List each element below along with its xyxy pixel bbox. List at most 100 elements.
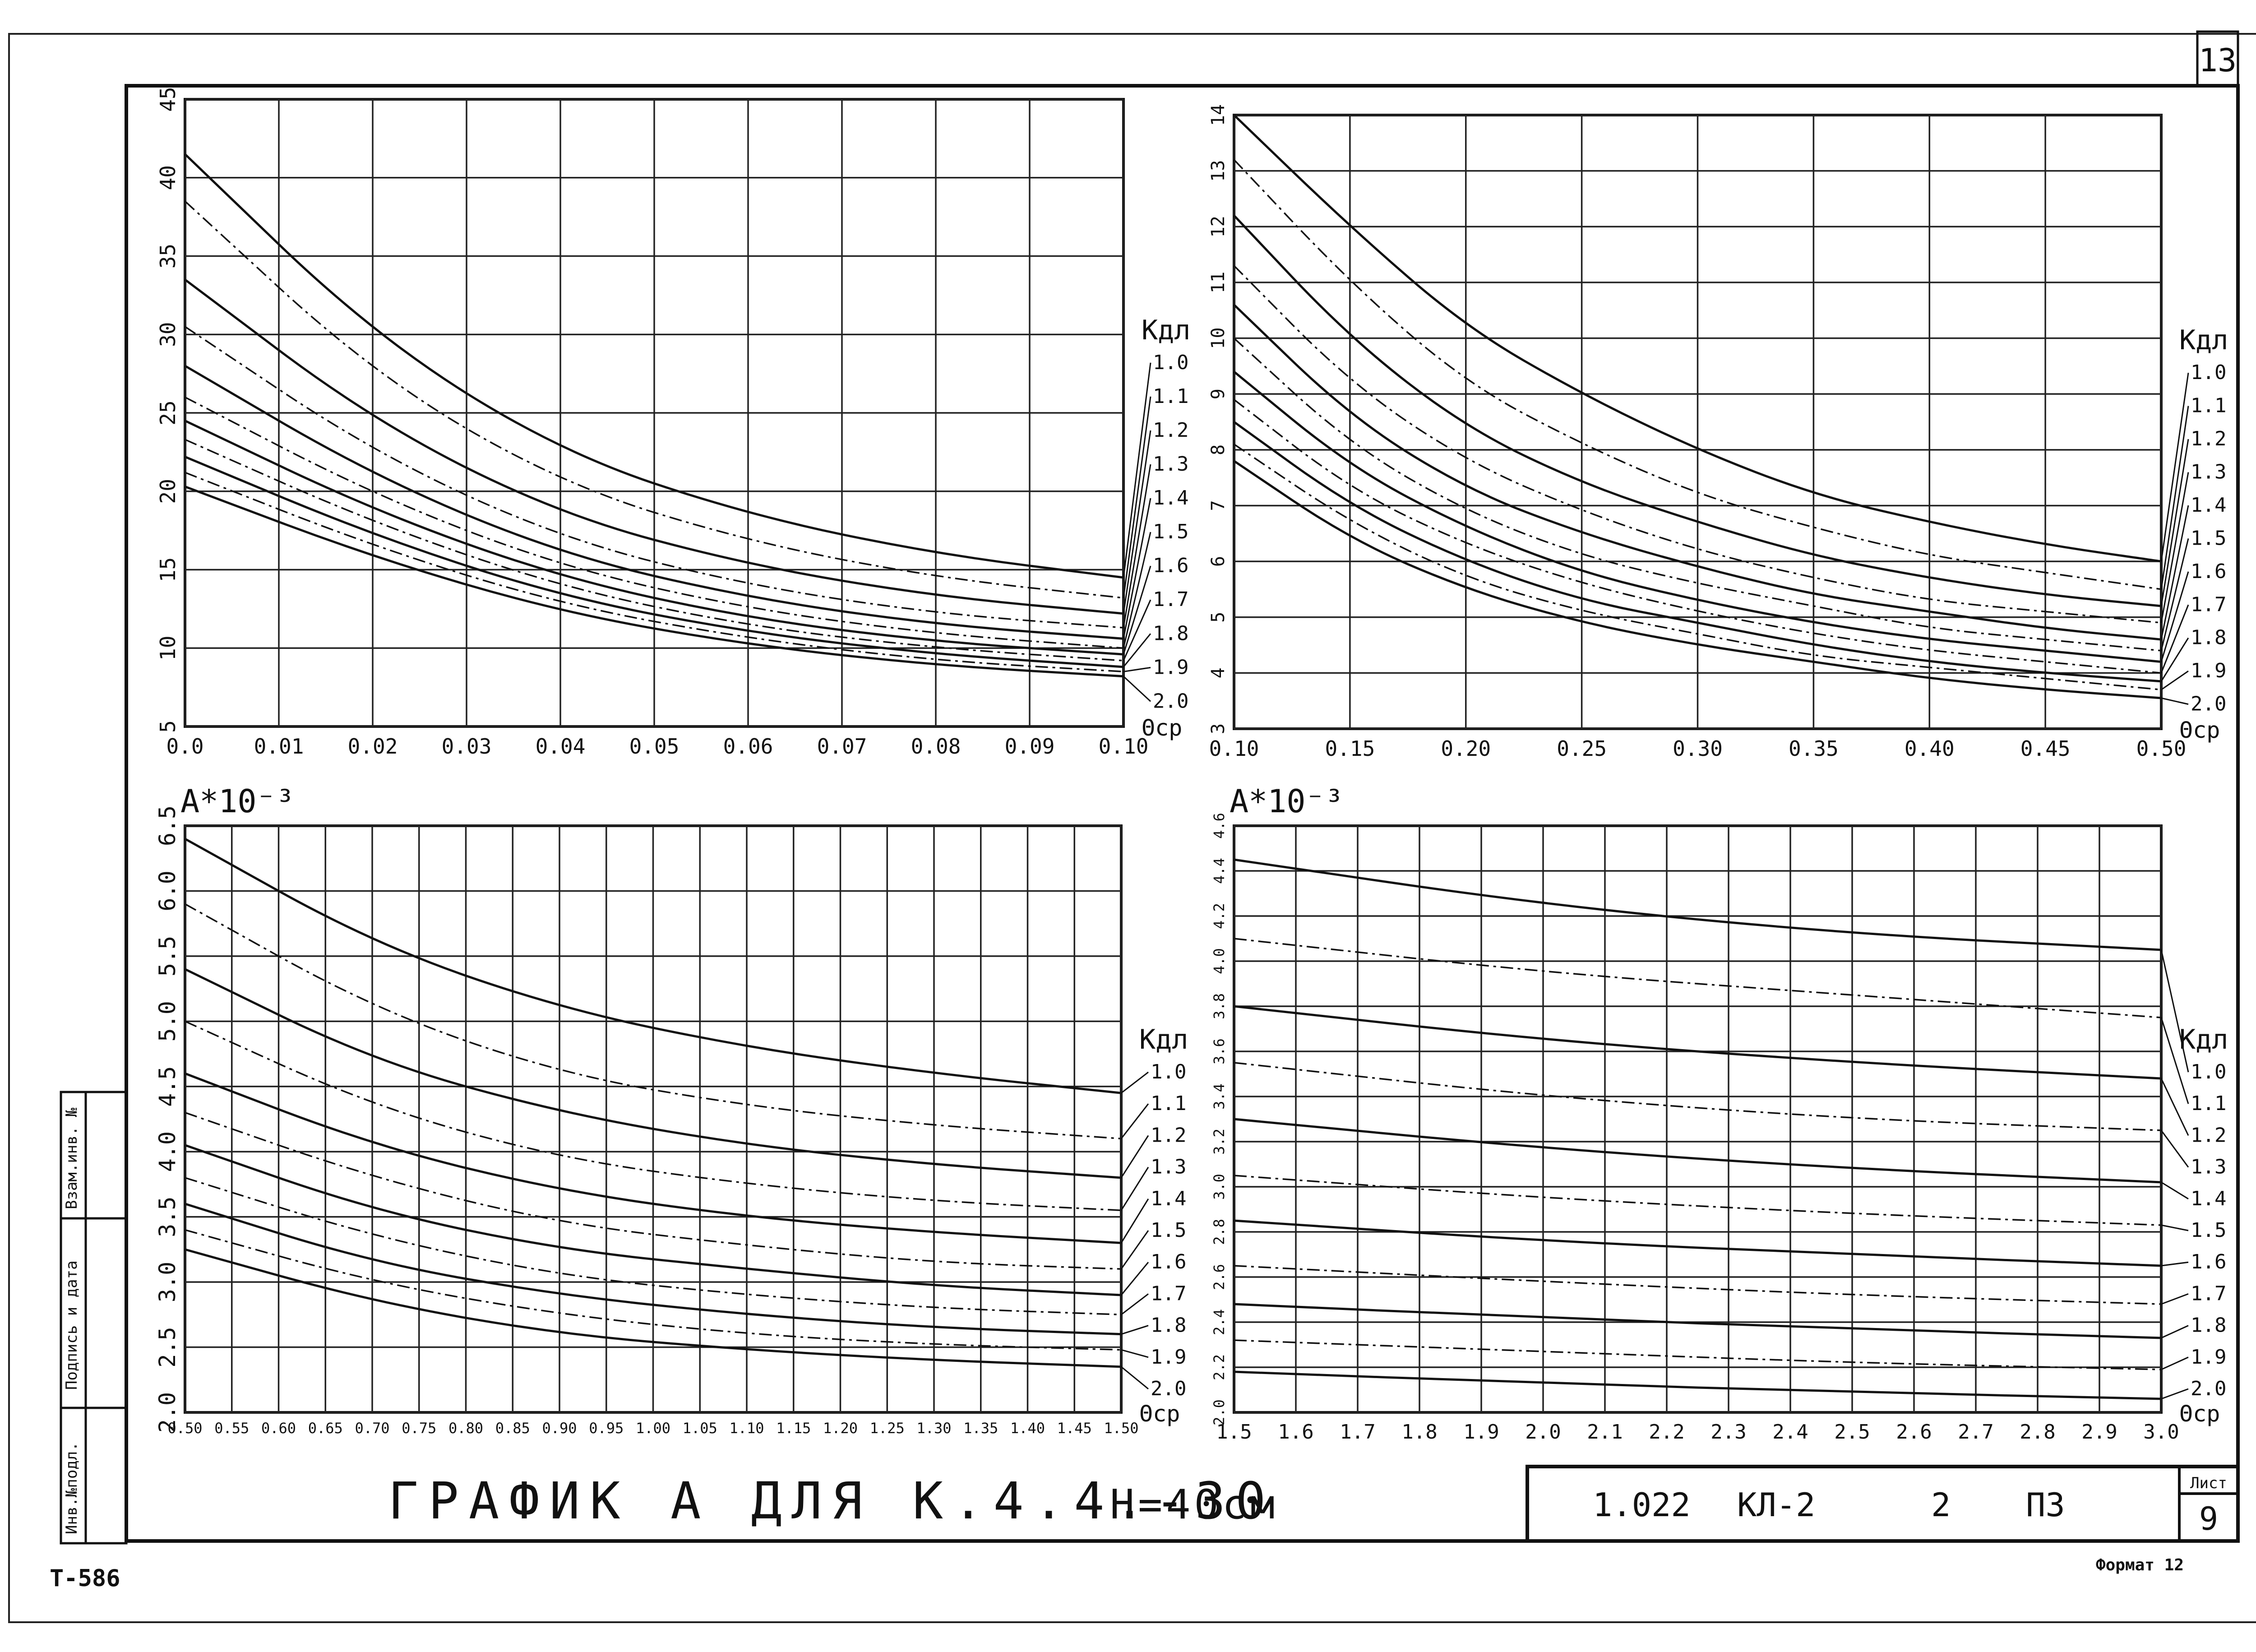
leader-line: [2161, 1261, 2189, 1267]
side-stamp: Инв.№подл. Подпись и дата Взам.инв. №: [60, 1091, 128, 1545]
leader-line: [1123, 532, 1151, 648]
x-tick-label: 2.4: [1772, 1421, 1808, 1444]
legend-label: 1.3: [1151, 1156, 1186, 1179]
series-line-1.9: [1234, 444, 2162, 691]
y-tick-label: 2.4: [1211, 1309, 1228, 1335]
legend-label: 1.5: [1153, 520, 1188, 543]
x-tick-label: 2.0: [1525, 1421, 1561, 1444]
y-tick-label: 8: [1208, 444, 1229, 455]
legend-label: 1.9: [2191, 659, 2226, 682]
legend-label: 2.0: [2191, 1377, 2226, 1400]
leader-line: [1121, 1325, 1149, 1335]
legend-label: 1.8: [1151, 1314, 1186, 1337]
x-tick-label: 0.20: [1441, 736, 1491, 761]
y-tick-label: 15: [156, 557, 180, 582]
y-axis-label: А*10⁻³: [180, 783, 295, 820]
legend-title: Кдл: [2179, 1024, 2228, 1055]
y-tick-label: 4.2: [1211, 903, 1228, 929]
leader-line: [1121, 1366, 1149, 1390]
legend-label: 1.7: [1153, 588, 1188, 611]
x-tick-label: 0.55: [214, 1420, 249, 1437]
x-tick-label: 0.03: [442, 734, 492, 759]
legend-label: 1.2: [1153, 419, 1188, 442]
series-line-2.0: [185, 1248, 1122, 1368]
drawing-title: ГРАФИК А ДЛЯ К.4.4.-30: [388, 1472, 1276, 1531]
leader-line: [2160, 472, 2189, 623]
legend-label: 1.2: [2191, 427, 2226, 450]
leader-line: [1123, 362, 1151, 578]
legend-label: 1.4: [2191, 494, 2226, 517]
series-line-2.0: [185, 485, 1124, 678]
series-line-1.9: [185, 472, 1124, 673]
series-line-1.6: [1233, 370, 2162, 663]
legend-label: 1.9: [2191, 1346, 2226, 1369]
y-tick-label: 2.2: [1211, 1354, 1228, 1380]
legend-label: 1.5: [2191, 1219, 2226, 1242]
series-line-1.3: [185, 1020, 1122, 1211]
y-tick-label: 4.4: [1211, 858, 1228, 884]
y-tick-label: 40: [156, 165, 180, 190]
side-stamp-cell-3: Взам.инв. №: [63, 1107, 81, 1209]
y-tick-label: 12: [1208, 216, 1229, 237]
stamp-doc: ПЗ: [2026, 1486, 2065, 1524]
leader-line: [2161, 1181, 2189, 1200]
y-tick-label: 4.0: [154, 1131, 180, 1172]
leader-line: [1120, 1230, 1149, 1270]
legend-label: 1.6: [2191, 560, 2226, 583]
y-tick-label: 35: [156, 244, 180, 268]
leader-line: [2160, 505, 2189, 640]
series-line-1.2: [184, 968, 1122, 1179]
y-tick-label: 3.4: [1211, 1083, 1228, 1110]
leader-line: [1121, 1071, 1149, 1094]
x-tick-label: 1.8: [1401, 1421, 1437, 1444]
y-tick-label: 3.5: [154, 1197, 180, 1237]
legend-label: 1.7: [1151, 1282, 1186, 1305]
x-tick-label: 0.70: [355, 1420, 389, 1437]
leader-line: [2160, 406, 2189, 590]
y-tick-label: 6.5: [154, 805, 180, 846]
series-line-1.1: [1234, 938, 2162, 1018]
x-tick-label: 1.20: [823, 1420, 858, 1437]
x-tick-label: 2.3: [1710, 1421, 1746, 1444]
chart-bottom-right: 1.5 1.6 1.7 1.8 1.9 2.0 2.1 2.2 2.3 2.4 2.5 2.6 2.7 2…: [1211, 783, 2228, 1444]
series-line-1.0: [1233, 114, 2162, 563]
leader-line: [2160, 1130, 2189, 1168]
leader-line: [2160, 949, 2189, 1073]
series-line-1.5: [185, 396, 1124, 649]
x-tick-label: 0.30: [1673, 736, 1723, 761]
series-line-1.1: [1233, 159, 2162, 590]
x-tick-label: 2.9: [2081, 1421, 2117, 1444]
x-tick-label: 3.0: [2143, 1421, 2179, 1444]
x-tick-label: 1.00: [636, 1420, 670, 1437]
series-line-2.0: [1234, 1370, 2162, 1400]
legend-label: 1.4: [1151, 1187, 1186, 1210]
y-tick-label: 13: [1208, 160, 1229, 182]
y-tick-label: 3.0: [154, 1262, 180, 1302]
legend-label: 1.8: [2191, 1314, 2226, 1337]
legend-label: 2.0: [2191, 693, 2226, 716]
stamp-series: КЛ-2: [1737, 1486, 1815, 1524]
series-line-1.3: [1234, 1062, 2162, 1131]
legend-label: 1.3: [2191, 461, 2226, 484]
x-tick-label: 0.08: [911, 734, 961, 759]
x-tick-label: 0.75: [402, 1420, 436, 1437]
leader-line: [2160, 604, 2189, 673]
x-axis-label: Θср: [2179, 717, 2220, 743]
legend-label: 1.3: [2191, 1156, 2226, 1179]
legend-label: 1.6: [1153, 554, 1188, 577]
x-tick-label: 2.8: [2020, 1421, 2055, 1444]
legend-label: 1.9: [1151, 1346, 1186, 1369]
y-tick-label: 4.5: [154, 1066, 180, 1107]
y-tick-label: 10: [1208, 327, 1229, 349]
legend-label: 1.8: [1153, 622, 1188, 645]
leader-line: [2160, 439, 2189, 606]
x-tick-label: 1.6: [1278, 1421, 1313, 1444]
y-tick-label: 14: [1208, 104, 1229, 126]
y-tick-label: 5: [1208, 612, 1229, 623]
legend-label: 1.9: [1153, 656, 1188, 679]
leader-line: [1123, 396, 1151, 598]
series-line-1.8: [185, 1203, 1122, 1336]
x-tick-label: 2.7: [1958, 1421, 1993, 1444]
leader-line: [1123, 676, 1151, 702]
